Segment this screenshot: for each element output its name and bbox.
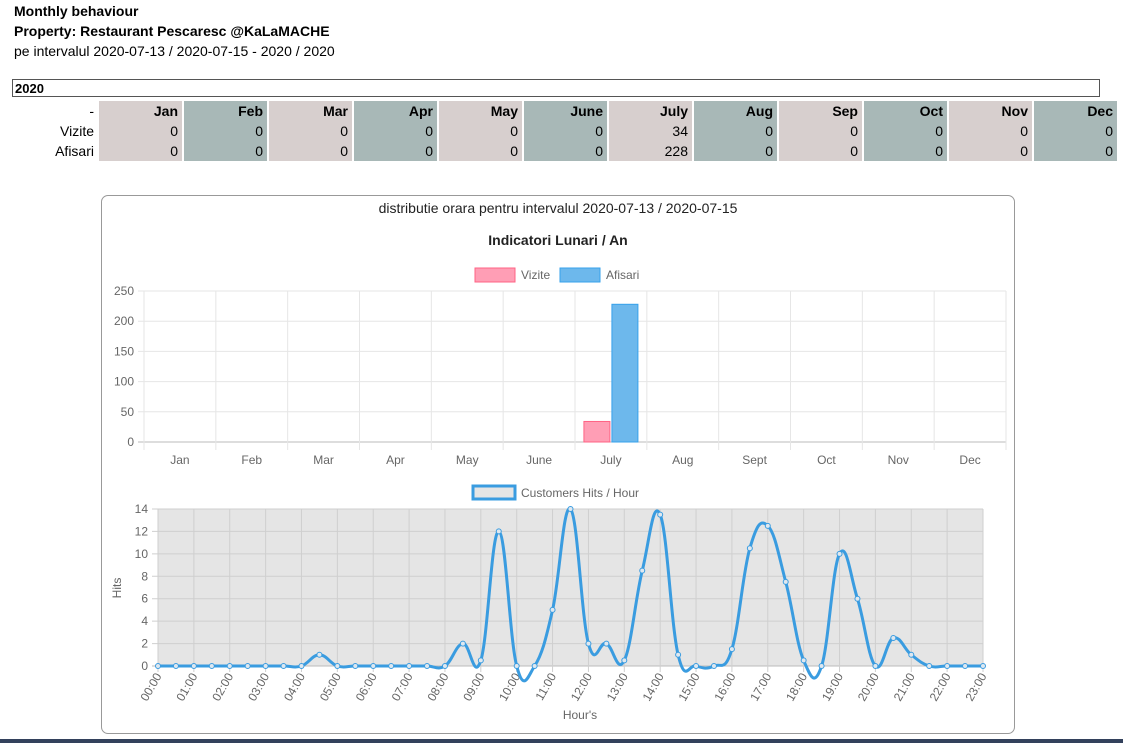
table-cell: 0 <box>864 121 947 141</box>
table-cell: 0 <box>694 141 777 161</box>
table-cell: 0 <box>524 141 607 161</box>
interval-text: pe intervalul 2020-07-13 / 2020-07-15 - … <box>14 43 335 59</box>
table-cell: 0 <box>949 121 1032 141</box>
table-corner: - <box>89 103 94 119</box>
month-header: Aug <box>694 101 777 121</box>
row-label: Vizite <box>60 123 94 139</box>
table-cell: 0 <box>184 121 267 141</box>
row-label: Afisari <box>55 143 94 159</box>
table-cell: 0 <box>949 141 1032 161</box>
table-cell: 0 <box>439 121 522 141</box>
monthly-table: - Jan Feb Mar Apr May June July Aug Sep … <box>12 101 1119 161</box>
year-header: 2020 <box>12 79 1100 97</box>
table-cell: 0 <box>269 121 352 141</box>
table-cell: 0 <box>694 121 777 141</box>
month-header: May <box>439 101 522 121</box>
table-cell: 0 <box>524 121 607 141</box>
page-title: Monthly behaviour <box>14 3 139 19</box>
month-header: Jan <box>99 101 182 121</box>
table-cell: 0 <box>99 141 182 161</box>
month-header: Nov <box>949 101 1032 121</box>
property-name: Property: Restaurant Pescaresc @KaLaMACH… <box>14 23 330 39</box>
table-cell: 0 <box>439 141 522 161</box>
table-cell: 0 <box>864 141 947 161</box>
table-cell: 0 <box>99 121 182 141</box>
table-cell: 34 <box>609 121 692 141</box>
month-header: July <box>609 101 692 121</box>
table-cell: 0 <box>779 121 862 141</box>
month-header: June <box>524 101 607 121</box>
table-cell: 0 <box>354 141 437 161</box>
charts-panel <box>101 195 1015 734</box>
table-cell: 0 <box>1034 121 1117 141</box>
month-header: Dec <box>1034 101 1117 121</box>
table-cell: 0 <box>1034 141 1117 161</box>
table-row: Vizite 0 0 0 0 0 0 34 0 0 0 0 0 <box>14 121 1117 141</box>
table-cell: 0 <box>354 121 437 141</box>
table-cell: 0 <box>779 141 862 161</box>
table-row: Afisari 0 0 0 0 0 0 228 0 0 0 0 0 <box>14 141 1117 161</box>
month-header: Feb <box>184 101 267 121</box>
month-header: Oct <box>864 101 947 121</box>
table-cell: 0 <box>269 141 352 161</box>
month-header: Mar <box>269 101 352 121</box>
table-cell: 228 <box>609 141 692 161</box>
table-cell: 0 <box>184 141 267 161</box>
footer-bar <box>0 739 1123 743</box>
table-header-row: - Jan Feb Mar Apr May June July Aug Sep … <box>14 101 1117 121</box>
month-header: Sep <box>779 101 862 121</box>
month-header: Apr <box>354 101 437 121</box>
